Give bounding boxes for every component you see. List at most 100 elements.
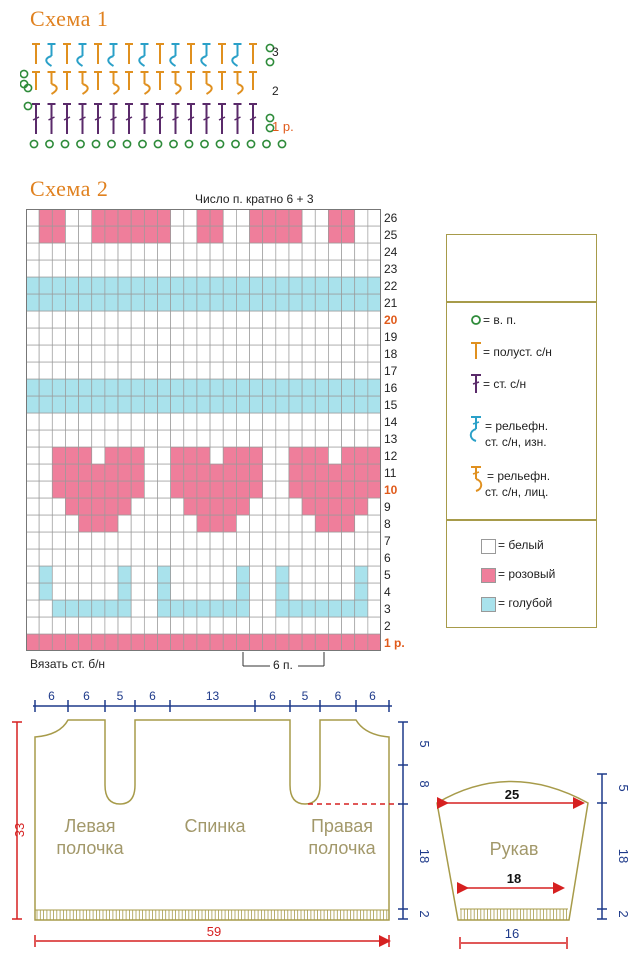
row-number: 11 (384, 466, 397, 480)
grid-cell (183, 412, 198, 431)
grid-cell (367, 616, 381, 635)
grid-cell (367, 480, 381, 499)
grid-cell (275, 327, 290, 346)
grid-cell (38, 616, 53, 635)
grid-cell (328, 531, 342, 550)
chain-symbol (91, 139, 101, 149)
sleeve-bottom-width-label: 18 (507, 871, 521, 886)
grid-cell (65, 344, 79, 363)
grid-cell (354, 259, 369, 278)
grid-cell (341, 463, 356, 482)
grid-cell (236, 565, 250, 584)
grid-cell (236, 582, 250, 601)
grid-cell (222, 633, 237, 651)
grid-cell (236, 497, 250, 516)
grid-cell (183, 327, 198, 346)
grid-cell (38, 497, 53, 516)
grid-cell (130, 344, 145, 363)
grid-cell (262, 310, 277, 329)
grid-cell (157, 497, 171, 516)
grid-cell (354, 293, 369, 312)
chain-symbol (60, 139, 70, 149)
grid-cell (117, 463, 132, 482)
grid-cell (78, 259, 93, 278)
grid-cell (328, 344, 342, 363)
grid-cell (117, 480, 132, 499)
grid-cell (275, 344, 290, 363)
top-width-label: 6 (369, 689, 376, 703)
grid-cell (130, 514, 145, 533)
grid-cell (51, 293, 66, 312)
grid-cell (78, 599, 93, 618)
grid-cell (51, 565, 66, 584)
grid-cell (328, 446, 342, 465)
grid-cell (288, 225, 303, 244)
grid-cell (26, 565, 40, 584)
grid-cell (104, 480, 119, 499)
row-number: 24 (384, 245, 398, 259)
grid-cell (78, 497, 93, 516)
grid-cell (196, 259, 211, 278)
grid-cell (170, 429, 185, 448)
grid-cell (314, 633, 329, 651)
grid-cell (196, 531, 211, 550)
grid-cell (288, 633, 303, 651)
legend-divider-mid (447, 519, 596, 521)
grid-cell (26, 225, 40, 244)
row-number: 4 (384, 585, 391, 599)
grid-cell (249, 395, 264, 414)
grid-cell (196, 497, 211, 516)
grid-cell (222, 429, 237, 448)
grid-cell (196, 599, 211, 618)
grid-cell (314, 548, 329, 567)
grid-cell (275, 446, 290, 465)
right-front-label: Правая полочка (292, 815, 392, 859)
grid-cell (78, 327, 93, 346)
grid-cell (222, 293, 237, 312)
grid-cell (183, 378, 198, 397)
grid-cell (157, 276, 171, 295)
grid-cell (262, 514, 277, 533)
grid-cell (275, 310, 290, 329)
grid-cell (51, 599, 66, 618)
grid-cell (209, 548, 224, 567)
relief-back-icon (469, 416, 481, 442)
grid-cell (143, 599, 158, 618)
grid-cell (301, 616, 316, 635)
grid-cell (183, 599, 198, 618)
grid-cell (354, 395, 369, 414)
chain-symbol (200, 139, 209, 149)
grid-cell (222, 344, 237, 363)
grid-cell (38, 446, 53, 465)
grid-cell (209, 293, 224, 312)
grid-cell (328, 225, 342, 244)
grid-cell (117, 276, 132, 295)
grid-cell (183, 259, 198, 278)
grid-cell (236, 361, 250, 380)
grid-cell (157, 209, 171, 227)
grid-cell (130, 463, 145, 482)
grid-cell (91, 395, 106, 414)
row-number: 20 (384, 313, 398, 327)
scheme2-row-numbers: 26 25 24 23 22 21 20 19 18 17 16 15 14 13 12 11 10 9 8 7 6 5 4… (384, 209, 424, 651)
grid-cell (341, 412, 356, 431)
grid-cell (275, 259, 290, 278)
grid-cell (222, 310, 237, 329)
grid-cell (130, 209, 145, 227)
grid-cell (104, 633, 119, 651)
grid-cell (183, 531, 198, 550)
grid-cell (209, 327, 224, 346)
grid-cell (26, 616, 40, 635)
grid-cell (301, 242, 316, 261)
row-number: 19 (384, 330, 398, 344)
grid-cell (209, 497, 224, 516)
grid-cell (26, 344, 40, 363)
grid-cell (367, 531, 381, 550)
grid-cell (354, 446, 369, 465)
grid-cell (314, 582, 329, 601)
grid-cell (196, 225, 211, 244)
grid-cell (249, 378, 264, 397)
grid-cell (78, 361, 93, 380)
grid-cell (91, 412, 106, 431)
grid-cell (249, 582, 264, 601)
